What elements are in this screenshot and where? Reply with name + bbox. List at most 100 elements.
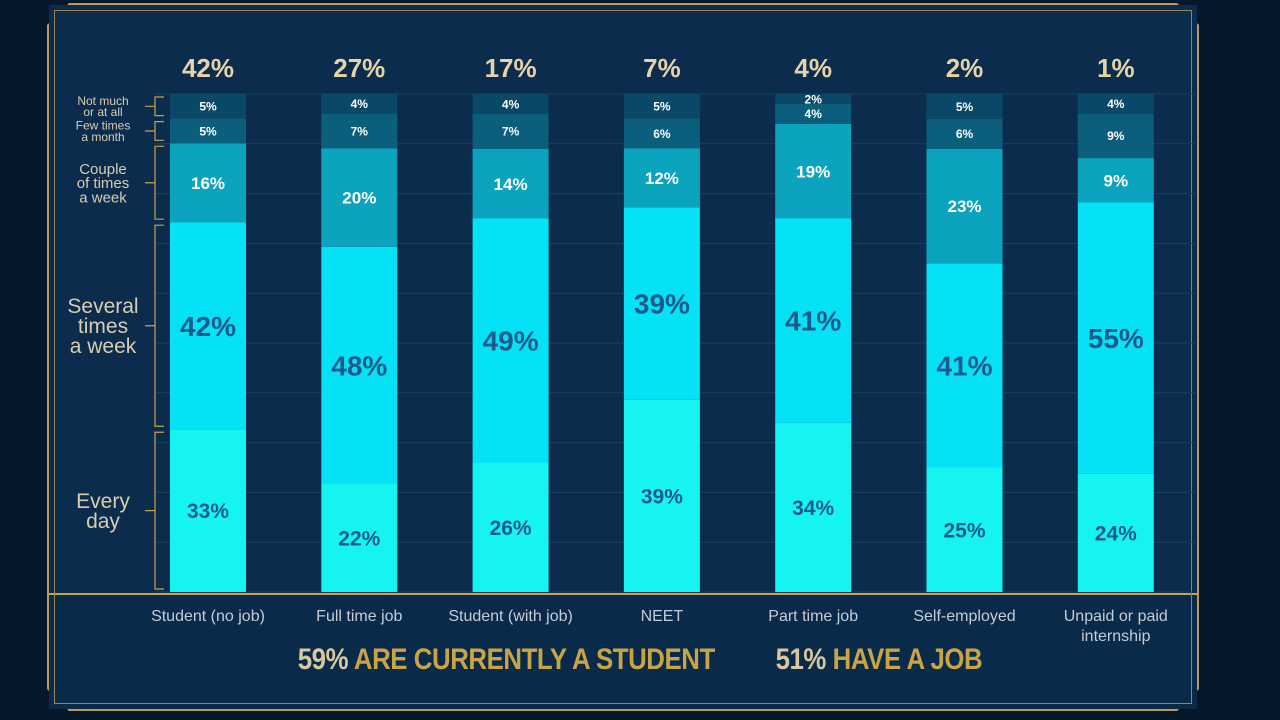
data-label: 5% <box>956 100 974 114</box>
data-label: 16% <box>191 174 225 193</box>
data-label: 26% <box>490 517 532 540</box>
decorative-frame <box>47 3 1199 711</box>
bar-segment <box>321 483 398 592</box>
bar-segment <box>170 222 246 430</box>
student-share-text: are currently a student <box>353 643 715 676</box>
bar-segment <box>170 429 246 592</box>
bar-segment <box>623 207 700 400</box>
bar-segment <box>623 94 700 119</box>
data-label: 48% <box>331 350 387 381</box>
bar-segment <box>472 462 549 592</box>
legend-label: Not much <box>77 94 128 108</box>
category-share-label: 42% <box>182 53 234 83</box>
data-label: 4% <box>805 107 823 121</box>
bar-segment <box>623 399 700 592</box>
category-label: NEET <box>641 608 684 625</box>
bar-segment <box>472 148 549 219</box>
bar-segment <box>321 113 398 149</box>
data-label: 20% <box>342 189 376 208</box>
bar-segment <box>775 103 852 124</box>
bar-segment <box>623 148 700 208</box>
bar-segment <box>170 143 246 223</box>
bar-segment <box>1077 473 1154 592</box>
legend-label: Every <box>76 490 130 513</box>
decorative-inner-frame <box>54 10 1192 704</box>
legend-label: Couple <box>79 161 127 178</box>
data-label: 33% <box>187 500 229 523</box>
bar-segment <box>1077 94 1154 114</box>
category-label: Self-employed <box>913 608 1015 625</box>
bar-segment <box>321 148 398 247</box>
category-share-label: 17% <box>485 53 537 83</box>
data-label: 5% <box>199 100 217 114</box>
legend-label: times <box>78 315 128 338</box>
data-label: 39% <box>641 485 683 508</box>
category-share-label: 1% <box>1097 53 1135 83</box>
legend-bracket <box>145 224 164 427</box>
data-label: 41% <box>785 306 841 337</box>
bar-segment <box>775 94 852 104</box>
data-label: 42% <box>180 311 236 342</box>
bar-segment <box>472 218 549 463</box>
legend-bracket <box>145 431 164 590</box>
bar-segment <box>775 422 852 592</box>
data-label: 41% <box>936 350 992 381</box>
data-label: 49% <box>483 326 539 357</box>
data-label: 9% <box>1107 129 1125 143</box>
bar-segment <box>926 263 1003 468</box>
category-label: internship <box>1081 628 1150 645</box>
data-label: 25% <box>943 519 985 542</box>
bar-segment <box>1077 202 1154 474</box>
data-label: 5% <box>653 100 671 114</box>
legend-label: a week <box>70 335 137 358</box>
legend-label: Few times <box>76 118 131 132</box>
bar-segment <box>1077 158 1154 203</box>
data-label: 4% <box>1107 97 1125 111</box>
data-label: 6% <box>956 127 974 141</box>
category-label: Full time job <box>316 608 402 625</box>
bar-segment <box>321 94 398 114</box>
bar-segment <box>170 118 246 144</box>
data-label: 19% <box>796 162 830 181</box>
data-label: 7% <box>351 124 369 138</box>
legend-label: of times <box>77 175 130 192</box>
bar-segment <box>472 113 549 149</box>
category-label: Part time job <box>768 608 858 625</box>
legend-label: a month <box>81 130 124 144</box>
job-share-text: have a job <box>832 643 983 676</box>
data-label: 5% <box>199 124 217 138</box>
bar-segment <box>775 218 852 423</box>
data-label: 23% <box>947 197 981 216</box>
category-share-label: 27% <box>333 53 385 83</box>
summary-footer: 59% are currently a student 51% have a j… <box>90 643 1191 677</box>
data-label: 14% <box>494 175 528 194</box>
bar-segment <box>926 148 1003 264</box>
bar-segment <box>926 467 1003 592</box>
bar-segment <box>472 94 549 114</box>
category-share-label: 7% <box>643 53 681 83</box>
bar-segment <box>170 94 246 119</box>
legend-bracket <box>145 96 164 117</box>
legend-label: a week <box>79 189 127 206</box>
data-label: 12% <box>645 169 679 188</box>
data-label: 9% <box>1104 171 1129 190</box>
category-label: Student (no job) <box>151 608 265 625</box>
legend-label: day <box>86 510 120 533</box>
bar-segment <box>1077 113 1154 159</box>
legend-bracket <box>145 121 164 141</box>
data-label: 39% <box>634 289 690 320</box>
data-label: 24% <box>1095 522 1137 545</box>
bar-segment <box>321 246 398 484</box>
student-share-value: 59% <box>297 643 349 676</box>
bar-segment <box>623 118 700 149</box>
data-label: 7% <box>502 125 520 139</box>
job-share-value: 51% <box>775 643 827 676</box>
legend-label: Several <box>67 295 138 318</box>
bar-segment <box>926 118 1003 149</box>
category-share-label: 4% <box>794 53 832 83</box>
category-share-label: 2% <box>946 53 984 83</box>
bar-segment <box>775 123 852 219</box>
data-label: 2% <box>805 92 823 106</box>
